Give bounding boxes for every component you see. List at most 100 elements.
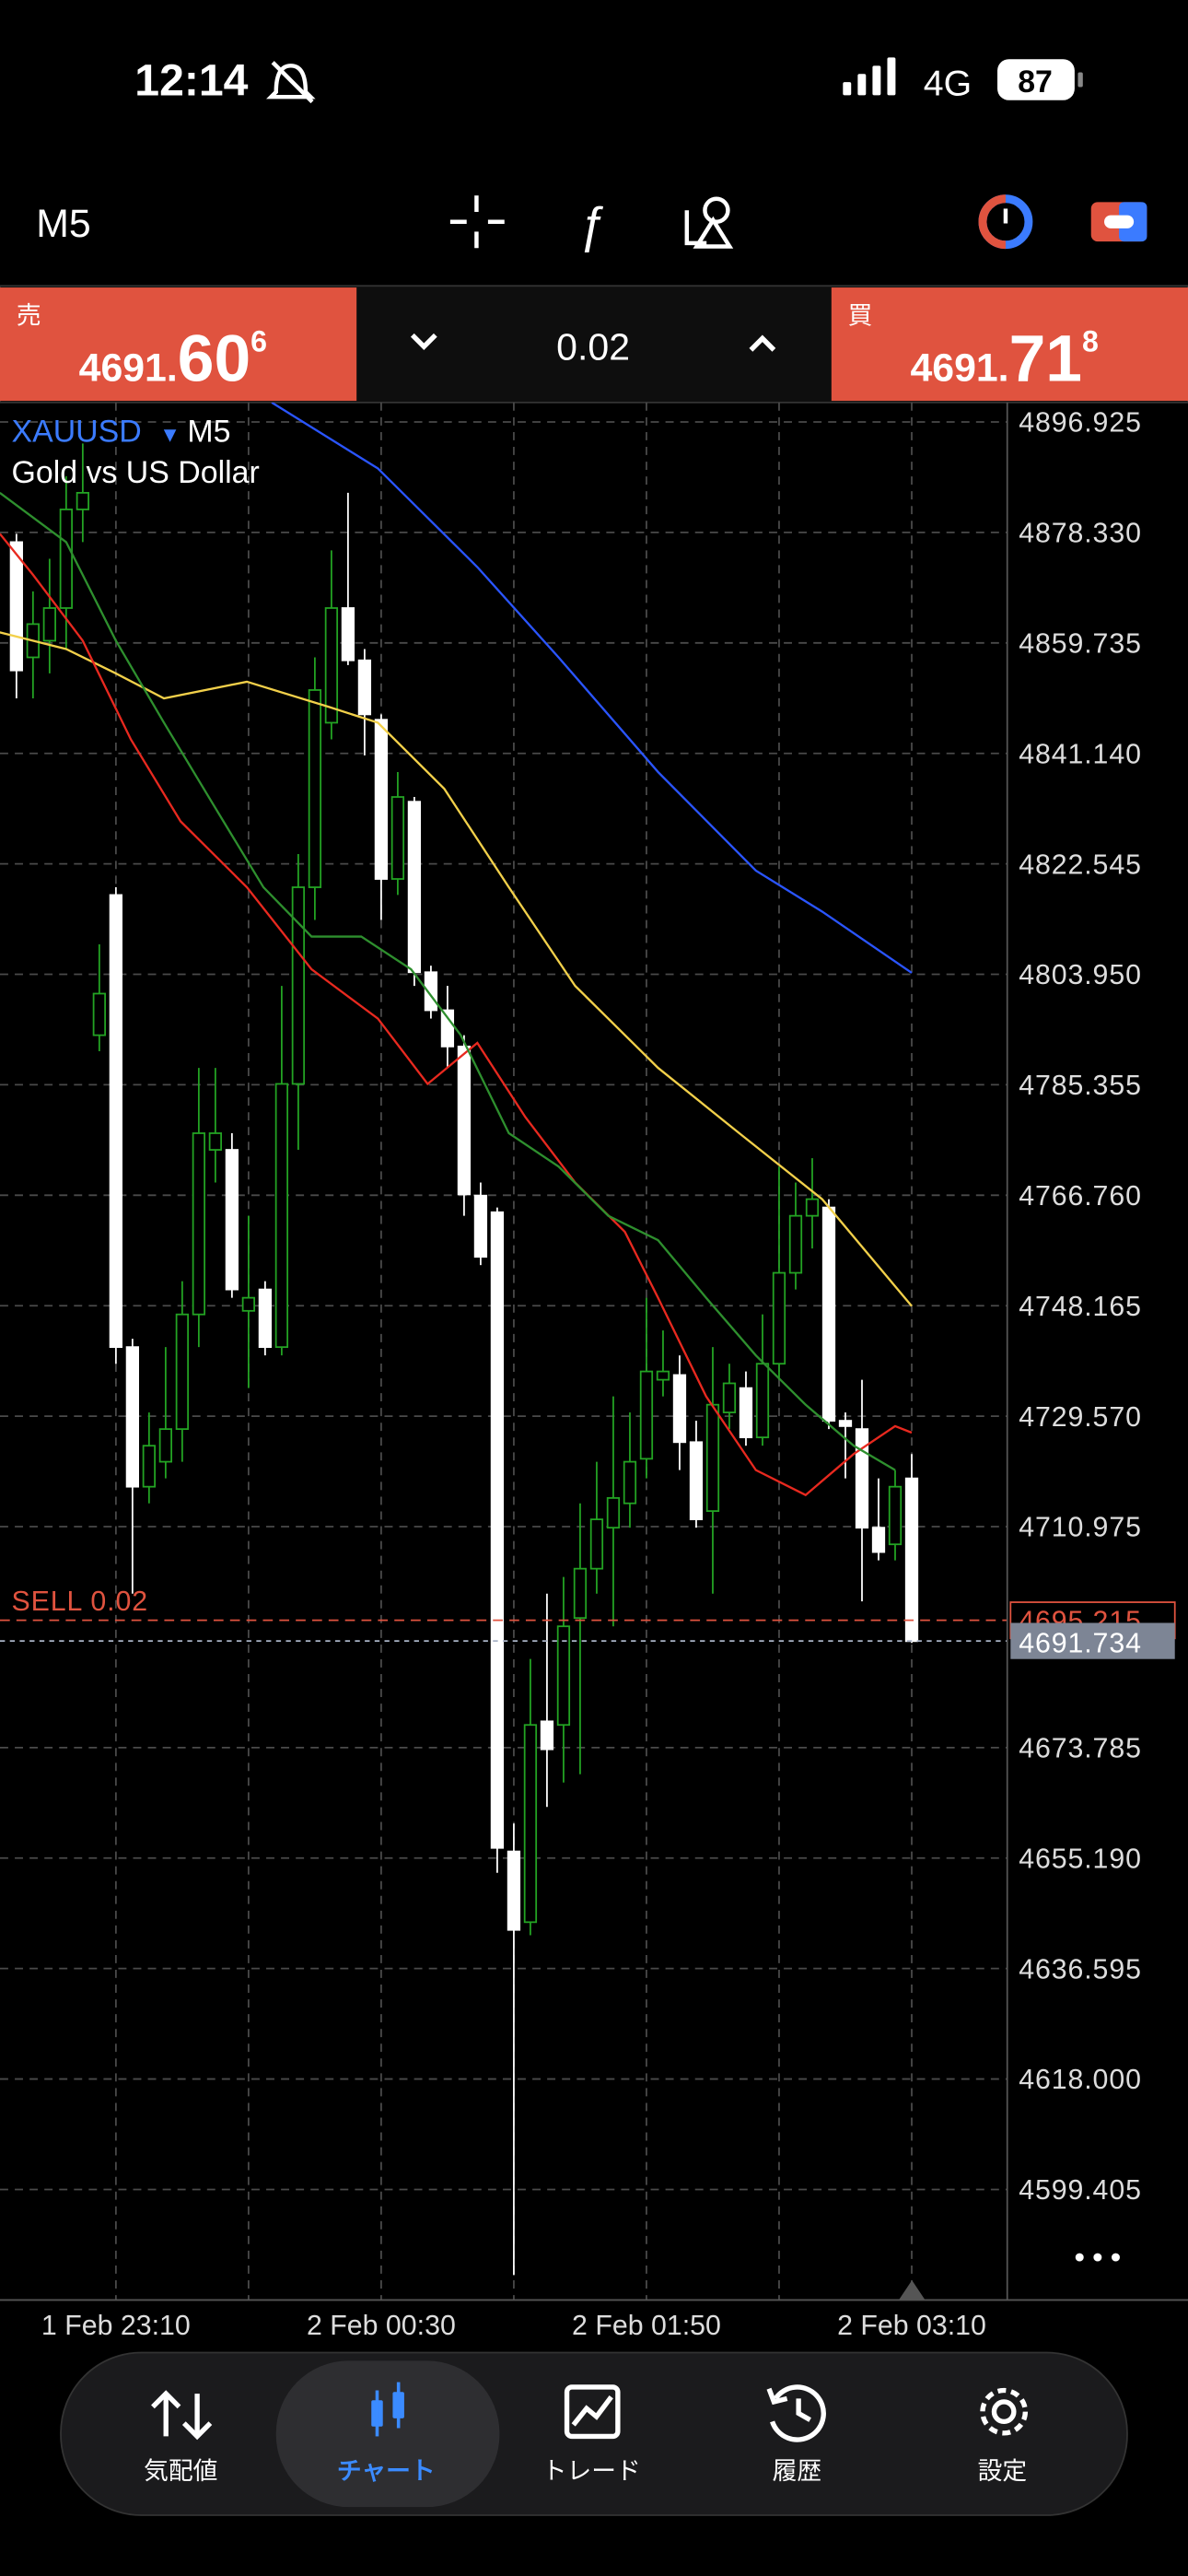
silent-icon	[266, 61, 316, 104]
candle-body	[540, 1720, 554, 1751]
candle-body	[374, 719, 389, 880]
candle-body	[192, 1132, 206, 1316]
nav-item[interactable]: チャート	[337, 2457, 436, 2485]
candle-body	[125, 1346, 139, 1488]
indicators-button[interactable]: ƒ	[577, 198, 605, 253]
indicators	[0, 402, 913, 1497]
settings-icon	[980, 2387, 1029, 2436]
chart-timeframe: M5	[187, 415, 230, 450]
y-tick-label: 4655.190	[1019, 1844, 1142, 1874]
candle-body	[556, 1625, 571, 1727]
clock: 12:14	[134, 55, 248, 105]
candle-body	[871, 1527, 886, 1553]
candle-body	[507, 1850, 521, 1931]
y-tick-label: 4859.735	[1019, 629, 1142, 660]
candle-body	[623, 1460, 637, 1505]
quotes-icon	[151, 2390, 213, 2441]
more-button[interactable]	[1075, 2253, 1120, 2262]
y-tick-label: 4618.000	[1019, 2065, 1142, 2095]
sell-button[interactable]	[0, 287, 357, 402]
candle-body	[589, 1518, 604, 1570]
moving-average	[0, 491, 896, 1471]
candle-body	[705, 1403, 720, 1512]
candle-body	[523, 1724, 538, 1924]
candle-body	[9, 541, 23, 672]
battery-cap	[1077, 72, 1083, 88]
candle-body	[689, 1441, 704, 1521]
candle-body	[92, 992, 106, 1036]
candle-body	[109, 894, 122, 1349]
moving-average	[0, 533, 913, 1497]
candle-body	[788, 1214, 803, 1274]
candle-body	[142, 1445, 157, 1488]
buy-price: 4691.718	[910, 322, 1098, 396]
chart-symbol: XAUUSD	[11, 415, 141, 450]
volume-up-button[interactable]	[749, 334, 776, 352]
moving-average	[271, 402, 913, 974]
symbol-dropdown[interactable]: ▼	[159, 423, 181, 447]
y-tick-label: 4878.330	[1019, 519, 1142, 549]
nav-item[interactable]: トレード	[542, 2457, 641, 2485]
moving-average	[0, 631, 913, 1307]
candle-body	[838, 1420, 853, 1427]
y-tick-label: 4803.950	[1019, 960, 1142, 990]
candle-body	[208, 1132, 223, 1151]
candle-body	[722, 1382, 737, 1413]
nav-labels: 気配値 チャート トレード 履歴 設定	[144, 2457, 1027, 2485]
candle-body	[158, 1428, 173, 1463]
candle-body	[357, 659, 372, 716]
candle-body	[473, 1194, 488, 1259]
candle-body	[407, 801, 422, 974]
candle-body	[225, 1149, 239, 1291]
candle-body	[291, 886, 306, 1085]
objects-button[interactable]	[684, 196, 734, 249]
order-label: SELL 0.02	[11, 1587, 148, 1617]
candle-body	[805, 1198, 820, 1217]
candle-body	[904, 1477, 919, 1643]
candle-body	[258, 1288, 273, 1349]
candle-body	[274, 1083, 289, 1349]
candle-body	[341, 607, 355, 662]
history-icon	[766, 2384, 826, 2442]
candle-body	[855, 1428, 869, 1529]
candle-body	[59, 509, 73, 609]
volume-down-button[interactable]	[410, 333, 437, 351]
y-tick-label: 4599.405	[1019, 2175, 1142, 2206]
candle-body	[490, 1211, 505, 1849]
nav-item[interactable]: 設定	[978, 2457, 1028, 2485]
candle-body	[821, 1206, 836, 1422]
chart-description: Gold vs US Dollar	[11, 455, 259, 490]
x-tick-label: 2 Feb 01:50	[572, 2311, 721, 2341]
y-tick-label: 4748.165	[1019, 1292, 1142, 1322]
price-label-box	[1010, 1622, 1175, 1659]
nav-item[interactable]: 履歴	[773, 2457, 822, 2485]
candle-body	[440, 1009, 455, 1048]
candle-body	[656, 1370, 670, 1381]
signal-icon	[843, 57, 896, 96]
candle-body	[606, 1497, 621, 1529]
nav-item[interactable]: 気配値	[144, 2457, 217, 2485]
y-tick-label: 4729.570	[1019, 1402, 1142, 1433]
trade-icon	[564, 2384, 621, 2440]
buy-button[interactable]	[831, 287, 1188, 402]
one-click-button[interactable]	[1090, 202, 1147, 242]
shift-marker[interactable]	[898, 2280, 926, 2301]
volume[interactable]: 0.02	[556, 326, 630, 369]
candle-body	[76, 491, 89, 510]
timeframe-button[interactable]: M5	[36, 202, 90, 246]
candle-body	[755, 1363, 770, 1439]
crosshair-button[interactable]	[449, 195, 505, 249]
candle-body	[175, 1313, 190, 1431]
candle-body	[772, 1271, 786, 1365]
sell-label: 売	[17, 301, 41, 329]
battery-level: 87	[1018, 64, 1053, 100]
x-tick-label: 2 Feb 03:10	[837, 2311, 986, 2341]
candle-body	[390, 796, 405, 880]
buy-label: 買	[848, 301, 873, 329]
x-tick-label: 1 Feb 23:10	[41, 2311, 191, 2341]
trade-signals-button[interactable]	[978, 194, 1033, 250]
candle-body	[672, 1374, 687, 1444]
